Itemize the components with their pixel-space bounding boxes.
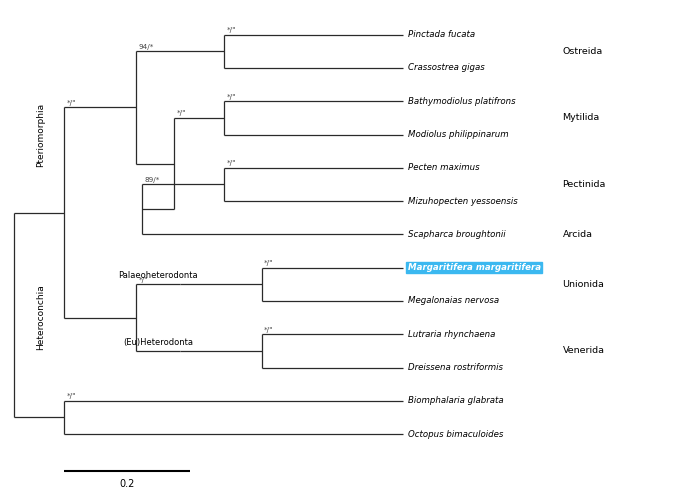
Text: Unionida: Unionida	[562, 280, 605, 289]
Text: Heteroconchia: Heteroconchia	[36, 284, 45, 351]
Text: Pteriomorphia: Pteriomorphia	[36, 103, 45, 167]
Text: 94/*: 94/*	[139, 44, 154, 50]
Text: Pectinida: Pectinida	[562, 180, 606, 189]
Text: Arcida: Arcida	[562, 230, 592, 239]
Text: Scapharca broughtonii: Scapharca broughtonii	[408, 230, 505, 239]
Text: */": */"	[176, 110, 186, 116]
Text: */": */"	[226, 94, 236, 100]
Text: (Eu)Heterodonta: (Eu)Heterodonta	[123, 338, 193, 347]
Text: */": */"	[226, 160, 236, 166]
Text: */": */"	[67, 100, 76, 106]
Text: Crassostrea gigas: Crassostrea gigas	[408, 64, 484, 72]
Text: */": */"	[139, 277, 148, 282]
Text: Mizuhopecten yessoensis: Mizuhopecten yessoensis	[408, 197, 517, 206]
Text: */": */"	[264, 326, 274, 333]
Text: Venerida: Venerida	[562, 347, 605, 355]
Text: */": */"	[264, 260, 274, 266]
Text: Octopus bimaculoides: Octopus bimaculoides	[408, 429, 503, 439]
Text: Megalonaias nervosa: Megalonaias nervosa	[408, 296, 499, 306]
Text: Ostreida: Ostreida	[562, 47, 603, 56]
Text: Lutraria rhynchaena: Lutraria rhynchaena	[408, 330, 495, 339]
Text: */": */"	[67, 393, 76, 399]
Text: Modiolus philippinarum: Modiolus philippinarum	[408, 130, 509, 139]
Text: 89/*: 89/*	[145, 177, 160, 183]
Text: */": */"	[226, 27, 236, 33]
Text: Pecten maximus: Pecten maximus	[408, 163, 479, 173]
Text: Dreissena rostriformis: Dreissena rostriformis	[408, 363, 503, 372]
Text: Biomphalaria glabrata: Biomphalaria glabrata	[408, 396, 503, 405]
Text: 0.2: 0.2	[119, 479, 135, 489]
Text: Mytilida: Mytilida	[562, 113, 600, 122]
Text: Palaeoheterodonta: Palaeoheterodonta	[118, 271, 198, 281]
Text: Pinctada fucata: Pinctada fucata	[408, 30, 475, 39]
Text: Margaritifera margaritifera: Margaritifera margaritifera	[408, 263, 541, 272]
Text: Bathymodiolus platifrons: Bathymodiolus platifrons	[408, 97, 515, 106]
